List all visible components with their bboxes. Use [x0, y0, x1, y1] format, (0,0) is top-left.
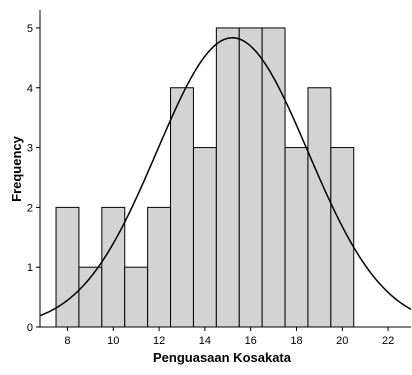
x-tick-label: 22	[382, 335, 394, 347]
histogram-bar	[192, 147, 217, 328]
y-axis-title: Frequency	[9, 135, 24, 202]
y-tick-label: 0	[27, 322, 33, 334]
x-tick-label: 18	[290, 335, 302, 347]
x-tick-label: 12	[153, 335, 165, 347]
x-axis-title: Penguasaan Kosakata	[153, 350, 292, 365]
histogram-bar	[284, 147, 309, 328]
histogram-bar	[55, 206, 80, 328]
histogram-bar	[101, 206, 126, 328]
y-tick-label: 5	[27, 23, 33, 35]
y-tick-label: 4	[27, 83, 33, 95]
histogram-bar	[215, 27, 240, 328]
histogram-bar	[78, 266, 103, 328]
bars-layer	[55, 27, 355, 328]
histogram-bar	[330, 147, 355, 328]
y-tick-label: 3	[27, 143, 33, 155]
histogram-bar	[307, 87, 332, 328]
histogram-bar	[238, 27, 263, 328]
y-tick-label: 2	[27, 202, 33, 214]
x-tick-label: 8	[64, 335, 70, 347]
x-tick-label: 10	[107, 335, 119, 347]
plot-frame	[39, 10, 411, 328]
x-tick-label: 14	[199, 335, 211, 347]
histogram-bar	[147, 206, 172, 328]
histogram-bar	[124, 266, 149, 328]
y-tick-label: 1	[27, 262, 33, 274]
normal-distribution-curve	[39, 37, 412, 317]
x-tick-label: 16	[245, 335, 257, 347]
histogram-bar	[261, 27, 286, 328]
histogram-bar	[170, 87, 194, 328]
x-tick-label: 20	[336, 335, 348, 347]
